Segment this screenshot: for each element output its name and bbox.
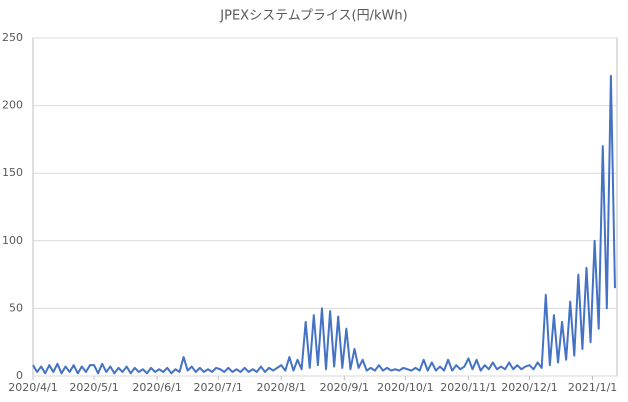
y-tick-label: 50 (9, 301, 23, 314)
x-tick-label: 2020/6/1 (132, 381, 181, 394)
chart-title: JPEXシステムプライス(円/kWh) (219, 9, 407, 24)
x-tick-label: 2021/1/1 (568, 381, 617, 394)
x-tick-label: 2020/5/1 (69, 381, 118, 394)
x-tick-label: 2020/9/1 (320, 381, 369, 394)
price-line (32, 74, 616, 375)
x-tick-label: 2020/4/1 (8, 381, 57, 394)
y-tick-label: 250 (2, 31, 23, 44)
y-tick-label: 200 (2, 99, 23, 112)
x-tick-label: 2020/12/1 (501, 381, 557, 394)
y-tick-label: 150 (2, 166, 23, 179)
x-tick-label: 2020/10/1 (377, 381, 433, 394)
y-tick-label: 0 (16, 369, 23, 382)
y-tick-label: 100 (2, 234, 23, 247)
plot-area (32, 37, 618, 377)
x-tick-label: 2020/11/1 (440, 381, 496, 394)
x-tick-label: 2020/8/1 (257, 381, 306, 394)
x-tick-label: 2020/7/1 (193, 381, 242, 394)
